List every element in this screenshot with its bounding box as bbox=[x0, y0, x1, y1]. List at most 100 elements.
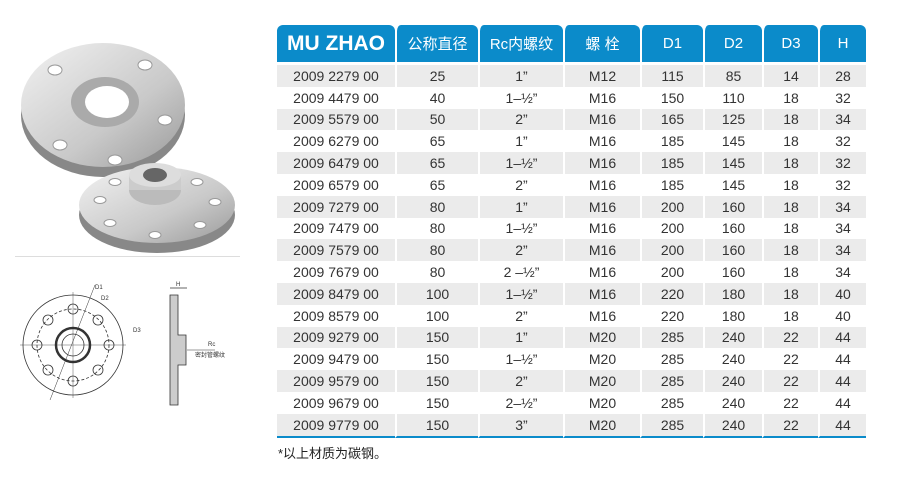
table-row: 2009 2279 00 25 1” M12 115 85 14 28 bbox=[277, 65, 866, 87]
table-cell: 2–½” bbox=[478, 391, 563, 414]
table-cell: 80 bbox=[395, 239, 478, 262]
table-row: 2009 8579 00 100 2” M16 220 180 18 40 bbox=[277, 304, 866, 327]
table-cell: 240 bbox=[703, 391, 762, 414]
table-cell: 2009 8579 00 bbox=[293, 307, 379, 324]
table-row: 2009 5579 00 50 2” M16 165 125 18 34 bbox=[277, 108, 866, 131]
table-cell: 145 bbox=[703, 173, 762, 196]
table-row: 2009 4479 00 40 1–½” M16 150 110 18 32 bbox=[277, 86, 866, 109]
table-cell: 2” bbox=[478, 173, 563, 196]
table-cell: 145 bbox=[703, 130, 762, 153]
table-row: 2009 9479 00 150 1–½” M20 285 240 22 44 bbox=[277, 348, 866, 371]
table-cell: 200 bbox=[640, 195, 703, 218]
table-cell: M16 bbox=[563, 195, 640, 218]
column-header: 公称直径 bbox=[395, 25, 478, 65]
table-cell: M16 bbox=[563, 304, 640, 327]
table-cell: 44 bbox=[818, 370, 866, 392]
table-cell: M16 bbox=[563, 173, 640, 196]
table-cell: 18 bbox=[762, 130, 818, 153]
label-thread: 密封管螺纹 bbox=[195, 351, 225, 359]
table-cell: 40 bbox=[818, 304, 866, 327]
table-cell: M16 bbox=[563, 108, 640, 131]
table-cell: 285 bbox=[640, 326, 703, 349]
table-cell: 14 bbox=[762, 65, 818, 87]
table-cell: 2 –½” bbox=[478, 261, 563, 283]
table-cell: 65 bbox=[395, 173, 478, 196]
column-header: Rc内螺纹 bbox=[478, 25, 563, 65]
table-cell: 44 bbox=[818, 413, 866, 438]
table-cell: 50 bbox=[395, 108, 478, 131]
table-cell: 34 bbox=[818, 108, 866, 131]
table-cell: 2” bbox=[478, 304, 563, 327]
table-cell: 200 bbox=[640, 217, 703, 240]
table-cell: 110 bbox=[703, 86, 762, 109]
table-cell: 1–½” bbox=[478, 86, 563, 109]
column-header: 螺 栓 bbox=[563, 25, 640, 65]
table-cell: 100 bbox=[395, 282, 478, 305]
table-cell: M20 bbox=[563, 413, 640, 438]
table-cell: M16 bbox=[563, 86, 640, 109]
table-cell: 2009 6579 00 bbox=[293, 176, 379, 193]
table-cell: 125 bbox=[703, 108, 762, 131]
table-cell: 28 bbox=[818, 65, 866, 87]
table-cell: 22 bbox=[762, 326, 818, 349]
table-cell: M20 bbox=[563, 391, 640, 414]
table-cell: 34 bbox=[818, 261, 866, 283]
table-cell: 1–½” bbox=[478, 282, 563, 305]
column-header: D2 bbox=[703, 25, 762, 65]
table-cell: 2009 6479 00 bbox=[277, 152, 395, 174]
table-cell: 2009 9279 00 bbox=[277, 326, 395, 349]
table-cell: 1” bbox=[478, 65, 563, 87]
table-cell: 32 bbox=[818, 130, 866, 153]
table-cell: 180 bbox=[703, 282, 762, 305]
table-cell: 40 bbox=[818, 282, 866, 305]
column-header: D3 bbox=[762, 25, 818, 65]
table-header: MU ZHAO 公称直径 Rc内螺纹螺 栓 D1 D2 D3 H bbox=[277, 25, 866, 65]
table-cell: 85 bbox=[703, 65, 762, 87]
table-row: 2009 7679 00 80 2 –½” M16 200 160 18 34 bbox=[277, 261, 866, 283]
table-cell: 150 bbox=[395, 348, 478, 371]
table-cell: 22 bbox=[762, 391, 818, 414]
table-cell: 44 bbox=[818, 326, 866, 349]
label-h: H bbox=[176, 282, 180, 288]
table-cell: 285 bbox=[640, 413, 703, 438]
table-cell: 220 bbox=[640, 304, 703, 327]
table-cell: 40 bbox=[395, 86, 478, 109]
table-cell: 18 bbox=[762, 239, 818, 262]
label-d1: D1 bbox=[95, 285, 103, 291]
table-cell: 44 bbox=[818, 348, 866, 371]
table-cell: 2009 8479 00 bbox=[277, 282, 395, 305]
table-cell: 2009 6279 00 bbox=[293, 133, 379, 150]
table-cell: 150 bbox=[395, 413, 478, 438]
table-cell: 2009 5579 00 bbox=[277, 108, 395, 131]
table-cell: 185 bbox=[640, 152, 703, 174]
table-cell: 1–½” bbox=[478, 217, 563, 240]
table-cell: 150 bbox=[395, 370, 478, 392]
table-cell: 150 bbox=[395, 391, 478, 414]
flange-technical-drawing: D1 D2 D3 H Rc 密封管螺纹 bbox=[20, 282, 225, 406]
label-d3: D3 bbox=[133, 328, 141, 334]
material-note: *以上材质为碳钢。 bbox=[278, 446, 388, 461]
table-cell: 25 bbox=[395, 65, 478, 87]
table-cell: 80 bbox=[395, 261, 478, 283]
table-cell: 240 bbox=[703, 413, 762, 438]
table-cell: 160 bbox=[703, 261, 762, 283]
flange-photo bbox=[21, 43, 235, 253]
column-header: D1 bbox=[640, 25, 703, 65]
table-cell: 18 bbox=[762, 282, 818, 305]
table-row: 2009 7579 00 80 2” M16 200 160 18 34 bbox=[277, 239, 866, 262]
divider bbox=[15, 256, 240, 257]
table-cell: M16 bbox=[563, 217, 640, 240]
table-cell: 1” bbox=[478, 130, 563, 153]
table-cell: 2009 9479 00 bbox=[293, 351, 379, 368]
table-row: 2009 7279 00 80 1” M16 200 160 18 34 bbox=[277, 195, 866, 218]
table-cell: 22 bbox=[762, 348, 818, 371]
table-cell: 18 bbox=[762, 152, 818, 174]
table-row: 2009 9779 00 150 3” M20 285 240 22 44 bbox=[277, 413, 866, 438]
spec-table: MU ZHAO 公称直径 Rc内螺纹螺 栓 D1 D2 D3 H 2009 2279 00 2… bbox=[277, 25, 866, 438]
table-cell: 2009 7279 00 bbox=[277, 195, 395, 218]
table-cell: 32 bbox=[818, 152, 866, 174]
table-cell: 160 bbox=[703, 239, 762, 262]
table-cell: 18 bbox=[762, 108, 818, 131]
table-row: 2009 6579 00 65 2” M16 185 145 18 32 bbox=[277, 173, 866, 196]
table-cell: 18 bbox=[762, 86, 818, 109]
